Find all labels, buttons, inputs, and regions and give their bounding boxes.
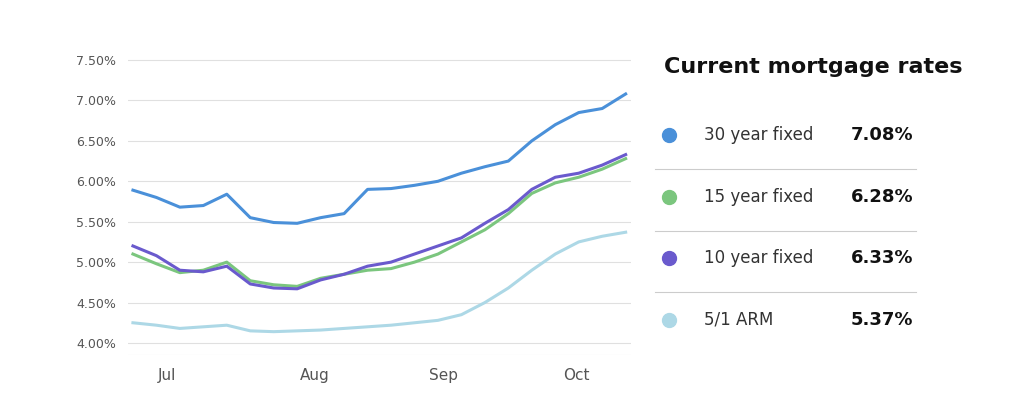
Text: 5.37%: 5.37% (851, 311, 913, 329)
Text: 6.28%: 6.28% (851, 188, 913, 206)
Text: 15 year fixed: 15 year fixed (705, 188, 814, 206)
Text: 5/1 ARM: 5/1 ARM (705, 311, 774, 329)
Text: 30 year fixed: 30 year fixed (705, 126, 814, 144)
Text: 10 year fixed: 10 year fixed (705, 249, 814, 267)
Text: 7.08%: 7.08% (851, 126, 913, 144)
Text: Current mortgage rates: Current mortgage rates (664, 57, 962, 77)
Text: 6.33%: 6.33% (851, 249, 913, 267)
